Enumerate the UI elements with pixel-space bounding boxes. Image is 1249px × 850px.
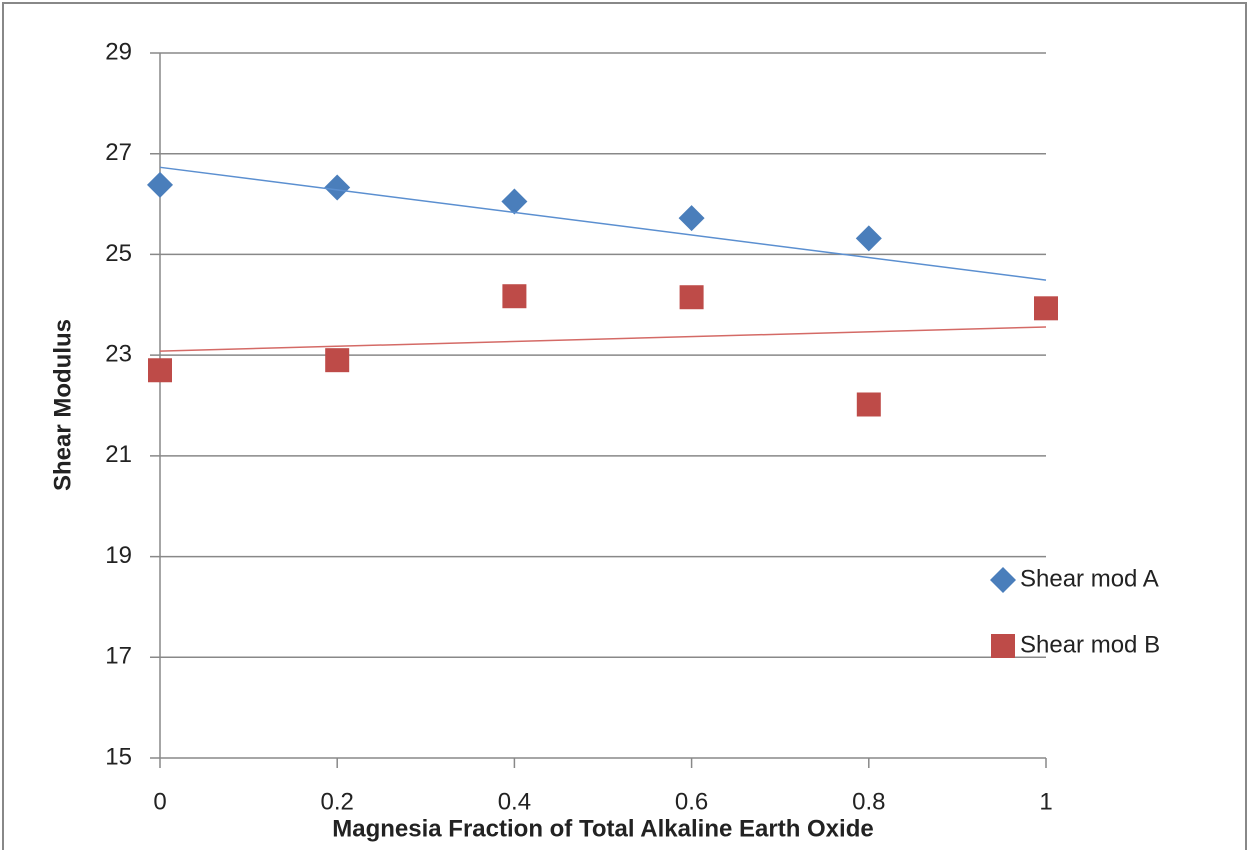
point: [148, 358, 172, 383]
y-tick-label: 17: [105, 643, 132, 670]
x-tick-label: 0.6: [675, 788, 708, 815]
legend-label: Shear mod A: [1020, 565, 1159, 592]
point: [147, 171, 173, 198]
y-tick-label: 29: [105, 38, 132, 65]
x-tick-label: 0.8: [852, 788, 885, 815]
point: [1034, 296, 1058, 321]
point: [502, 284, 527, 309]
y-tick-label: 19: [105, 542, 132, 569]
x-tick-label: 0: [153, 788, 166, 815]
point: [856, 392, 881, 417]
y-tick-label: 25: [105, 240, 132, 267]
y-tick-label: 27: [105, 139, 132, 166]
point: [324, 174, 351, 201]
x-axis-title: Magnesia Fraction of Total Alkaline Eart…: [332, 815, 873, 842]
point: [501, 188, 528, 215]
legend-marker: [991, 634, 1015, 658]
y-tick-label: 23: [105, 340, 132, 367]
x-tick-label: 0.4: [498, 788, 531, 815]
x-tick-label: 0.2: [321, 788, 354, 815]
legend-marker: [990, 567, 1016, 593]
trendline: [159, 326, 1047, 352]
legend-label: Shear mod B: [1020, 631, 1160, 658]
point: [855, 225, 882, 252]
y-axis-title: Shear Modulus: [49, 319, 76, 491]
trendline: [159, 166, 1047, 281]
y-tick-label: 15: [105, 743, 132, 770]
point: [679, 285, 704, 310]
x-tick-label: 1: [1039, 788, 1052, 815]
y-tick-label: 21: [105, 441, 132, 468]
point: [678, 205, 705, 232]
point: [325, 348, 350, 373]
